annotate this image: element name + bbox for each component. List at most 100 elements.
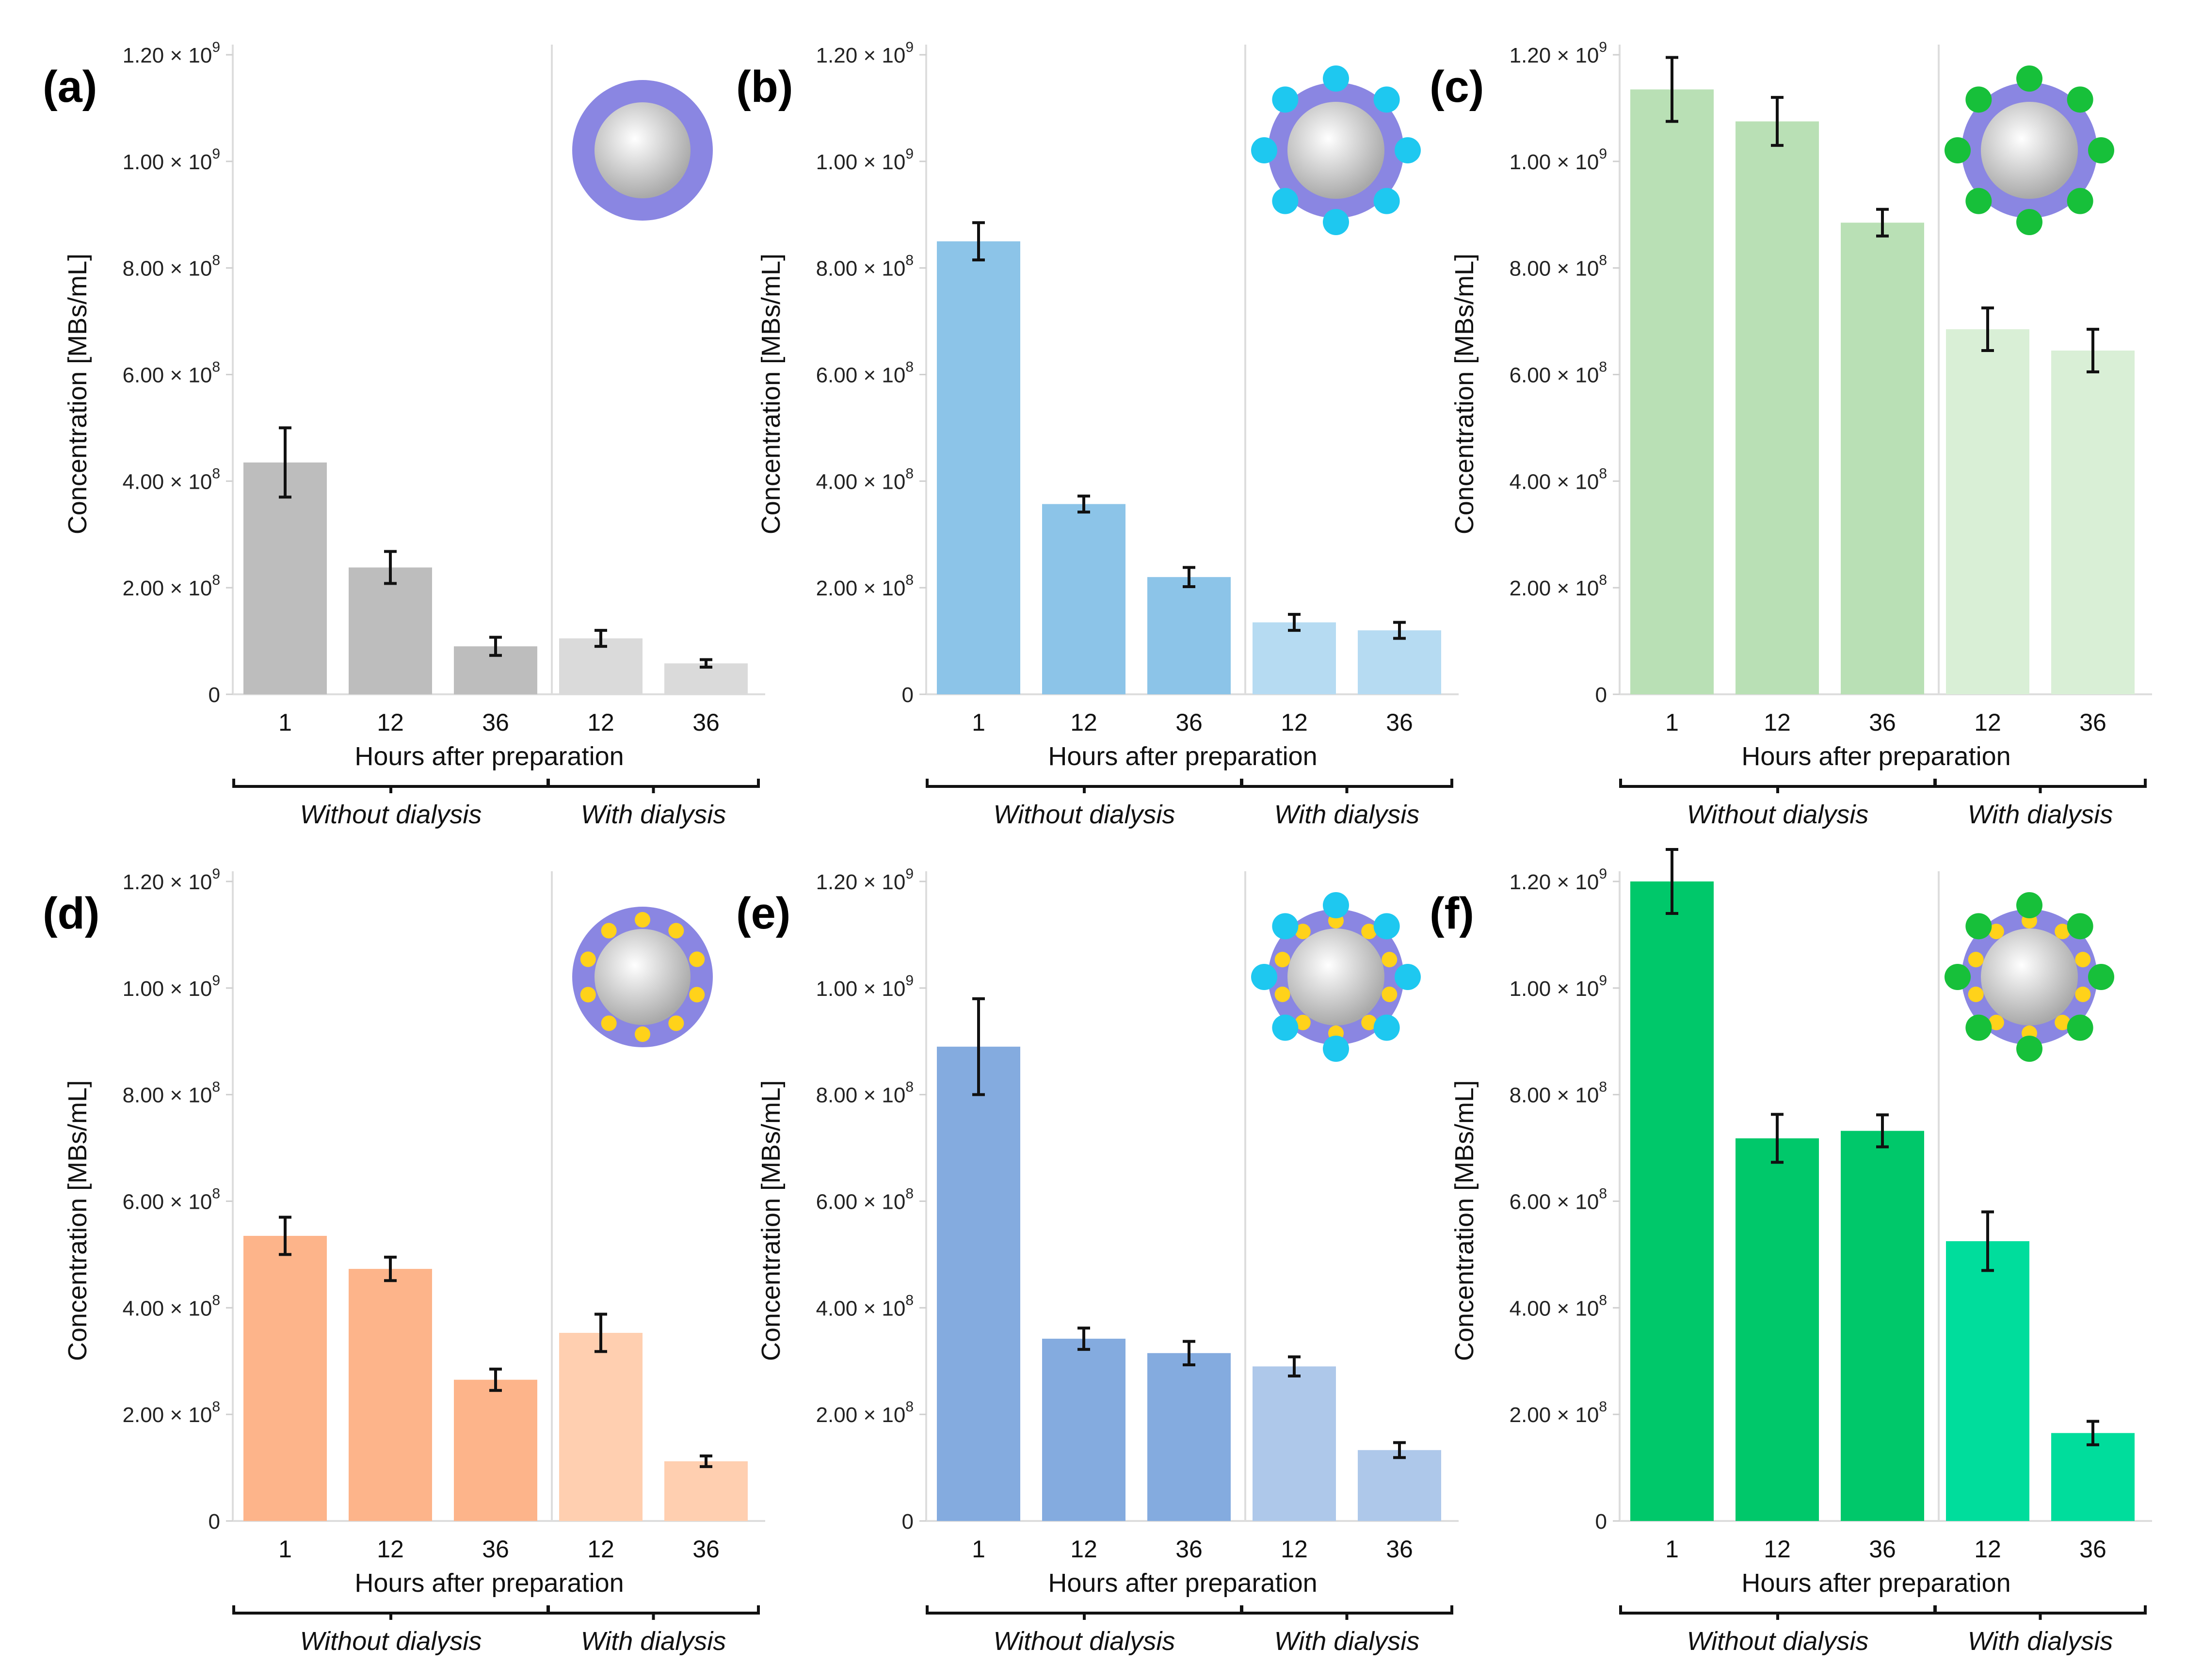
icon-outer-ligand [2067,86,2093,113]
icon-outer-ligand [1251,137,1277,163]
icon-outer-ligand [2016,1036,2042,1062]
x-tick-label: 1 [1665,709,1679,736]
icon-outer-ligand [1373,1014,1400,1041]
x-tick-label: 36 [482,709,509,736]
y-tick-label: 0 [209,1510,220,1534]
icon-outer-ligand [1373,86,1400,113]
y-tick-exponent: 9 [1599,866,1607,882]
icon-outer-ligand [1272,86,1299,113]
icon-outer-ligand [2067,188,2093,214]
y-tick-exponent: 8 [212,1186,220,1202]
y-tick-label: 4.00 × 108 [123,1292,220,1320]
x-tick-label: 12 [1974,709,2001,736]
x-tick-label: 1 [1665,1536,1679,1563]
group-bracket: With dialysis [1934,1605,2147,1656]
y-tick-label: 6.00 × 108 [123,1186,220,1214]
y-tick-label: 8.00 × 108 [1510,253,1607,281]
icon-outer-ligand [1965,913,1992,940]
x-tick-label: 12 [587,709,614,736]
chart-panel-4: 0 2.00 × 108 4.00 × 108 6.00 × 108 8.00 × 10… [43,866,765,1656]
group-label: With dialysis [1274,800,1420,829]
x-axis-title: Hours after preparation [1741,742,2010,771]
y-tick-exponent: 8 [212,359,220,375]
x-tick-label: 36 [692,709,720,736]
y-tick-label: 8.00 × 108 [123,1079,220,1107]
y-tick-label: 1.20 × 109 [123,866,220,894]
y-tick-label: 1.00 × 109 [1510,973,1607,1001]
y-tick-exponent: 9 [905,866,914,882]
icon-core [1981,102,2078,199]
bar [1253,1366,1336,1521]
icon-outer-ligand [1395,964,1421,990]
y-tick-exponent: 8 [1599,1399,1607,1415]
bracket-line [1934,779,2147,788]
y-tick-label: 1.20 × 109 [123,39,220,67]
y-axis-title: Concentration [MBs/mL] [1450,1080,1479,1361]
chart-panel-3: 0 2.00 × 108 4.00 × 108 6.00 × 108 8.00 × 10… [1430,39,2152,829]
y-tick-label: 1.20 × 109 [1510,866,1607,894]
y-tick-label: 2.00 × 108 [1510,1399,1607,1427]
x-tick-label: 12 [1281,1536,1308,1563]
y-tick-exponent: 8 [212,465,220,481]
y-tick-label: 1.20 × 109 [1510,39,1607,67]
icon-inner-ligand [1968,986,1984,1002]
y-tick-exponent: 8 [1599,253,1607,269]
bracket-line [1619,1605,1936,1615]
y-tick-exponent: 9 [212,39,220,55]
y-tick-exponent: 8 [1599,1292,1607,1308]
y-tick-label: 4.00 × 108 [1510,465,1607,494]
y-tick-label: 0 [209,683,220,707]
cyan-yellow-ligand-microbubble-icon [1251,892,1421,1062]
y-tick-exponent: 8 [905,465,914,481]
y-tick-label: 6.00 × 108 [816,1186,914,1214]
x-axis-title: Hours after preparation [1048,1568,1317,1598]
icon-inner-ligand [1382,952,1398,968]
bar [1630,881,1714,1521]
y-tick-label: 1.00 × 109 [816,146,914,174]
chart-panel-5: 0 2.00 × 108 4.00 × 108 6.00 × 108 8.00 × 10… [736,866,1459,1656]
icon-inner-ligand [1988,1014,2004,1030]
x-tick-label: 36 [1386,709,1413,736]
group-bracket: Without dialysis [926,1605,1243,1656]
bracket-line [926,779,1243,788]
icon-outer-ligand [1323,65,1349,92]
chart-panel-1: 0 2.00 × 108 4.00 × 108 6.00 × 108 8.00 × 10… [43,39,765,829]
y-tick-exponent: 8 [212,1399,220,1415]
bracket-line [232,779,549,788]
y-tick-label: 6.00 × 108 [816,359,914,387]
y-tick-label: 2.00 × 108 [123,572,220,600]
icon-core [1981,928,2078,1025]
y-tick-exponent: 8 [905,1079,914,1095]
y-axis-title: Concentration [MBs/mL] [756,254,786,534]
group-bracket: With dialysis [547,1605,760,1656]
y-tick-exponent: 8 [905,359,914,375]
y-axis-title: Concentration [MBs/mL] [63,1080,92,1361]
bar [243,1235,327,1521]
bar [937,1046,1020,1521]
bar [1253,622,1336,694]
bar [1147,1353,1231,1521]
bracket-line [1240,779,1453,788]
group-bracket: Without dialysis [1619,779,1936,829]
x-axis-title: Hours after preparation [1741,1568,2010,1598]
y-tick-exponent: 8 [1599,465,1607,481]
x-axis-title: Hours after preparation [354,1568,624,1598]
group-label: With dialysis [581,1627,726,1656]
icon-inner-ligand [1274,986,1290,1002]
x-tick-label: 1 [278,709,292,736]
y-tick-exponent: 9 [905,146,914,162]
bracket-line [1934,1605,2147,1615]
icon-outer-ligand [1965,188,1992,214]
icon-core [1287,928,1384,1025]
icon-outer-ligand [1965,86,1992,113]
icon-outer-ligand [1965,1014,1992,1041]
icon-outer-ligand [2016,65,2042,92]
group-label: With dialysis [581,800,726,829]
x-tick-label: 12 [1974,1536,2001,1563]
bar [1042,1339,1125,1521]
y-tick-label: 1.00 × 109 [816,973,914,1001]
icon-outer-ligand [2067,913,2093,940]
y-tick-label: 8.00 × 108 [816,1079,914,1107]
y-tick-exponent: 8 [212,1079,220,1095]
y-tick-label: 1.20 × 109 [816,39,914,67]
